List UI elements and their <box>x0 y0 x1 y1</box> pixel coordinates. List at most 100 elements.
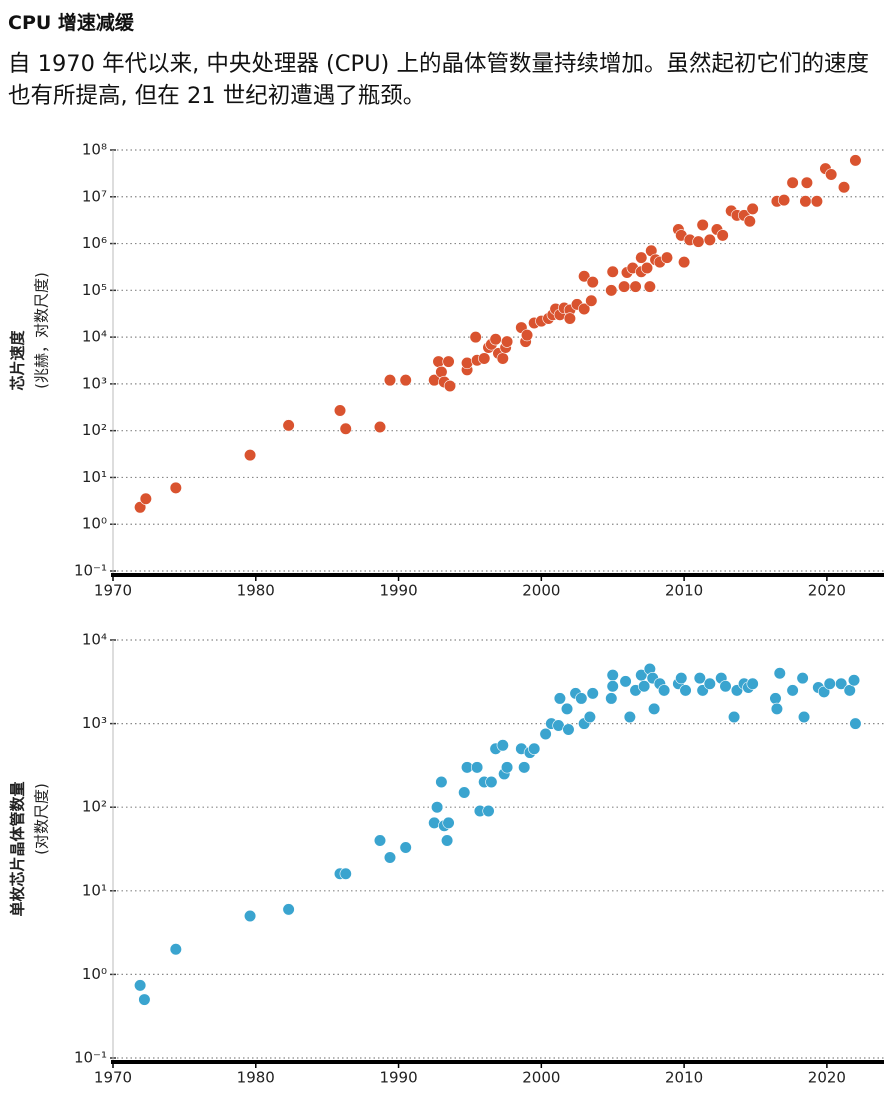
x-tick-label: 2010 <box>665 582 703 600</box>
point <box>578 270 591 283</box>
point <box>383 374 397 387</box>
x-tick-label: 1970 <box>94 582 132 600</box>
point <box>629 280 642 293</box>
point <box>485 775 498 789</box>
point <box>823 677 836 690</box>
y-tick-label: 10¹ <box>82 468 107 486</box>
point <box>442 816 455 829</box>
point <box>835 677 848 690</box>
y-tick-label: 10⁰ <box>82 965 107 983</box>
x-tick-label: 2010 <box>665 1069 703 1087</box>
point <box>399 841 412 854</box>
point <box>799 195 812 208</box>
y-tick-label: 10¹ <box>82 881 107 899</box>
point <box>640 261 654 275</box>
point <box>605 284 618 297</box>
y-tick-label: 10² <box>82 798 107 816</box>
point <box>373 420 387 434</box>
y-axis-note: (兆赫，对数尺度) <box>33 272 51 389</box>
point <box>443 379 457 393</box>
x-tick-label: 1990 <box>379 582 417 600</box>
y-tick-label: 10³ <box>82 374 107 392</box>
point <box>339 867 352 880</box>
title: CPU 增速减缓 <box>8 12 134 34</box>
point <box>777 193 791 207</box>
point <box>635 251 648 264</box>
point <box>496 739 509 752</box>
y-axis-label: 芯片速度 <box>9 330 27 391</box>
point <box>562 723 575 736</box>
x-tick-label: 2000 <box>522 1069 560 1087</box>
point <box>575 692 588 705</box>
point <box>383 851 397 864</box>
y-tick-label: 10² <box>82 421 107 439</box>
point <box>623 710 636 724</box>
point <box>770 702 784 715</box>
point <box>606 265 619 278</box>
point <box>638 680 651 693</box>
point <box>618 280 631 293</box>
point <box>606 669 619 682</box>
point <box>769 692 782 705</box>
point <box>373 834 387 847</box>
y-axis-note: (对数尺度) <box>33 783 51 855</box>
point <box>560 702 574 715</box>
point <box>563 312 576 325</box>
point <box>333 404 347 417</box>
x-tick-label: 2020 <box>808 582 846 600</box>
point <box>606 680 619 693</box>
point <box>578 302 591 316</box>
point <box>243 449 257 462</box>
y-tick-label: 10⁻¹ <box>74 562 107 580</box>
point <box>796 672 809 685</box>
point <box>679 684 692 697</box>
point <box>478 352 491 365</box>
x-tick-label: 1980 <box>237 1069 275 1087</box>
point <box>692 235 705 248</box>
point <box>660 251 674 264</box>
point <box>849 154 862 167</box>
x-tick-label: 1970 <box>94 1069 132 1087</box>
point <box>528 742 541 755</box>
point <box>658 684 671 697</box>
point <box>800 176 814 189</box>
point <box>678 256 691 269</box>
point <box>675 672 688 685</box>
point <box>727 710 741 724</box>
point <box>518 761 531 774</box>
point <box>583 710 596 724</box>
point <box>786 684 799 697</box>
point <box>243 909 257 923</box>
point <box>586 275 599 289</box>
point <box>138 993 151 1006</box>
point <box>847 674 861 687</box>
point <box>643 280 656 293</box>
point <box>339 422 352 435</box>
point <box>743 215 756 228</box>
x-tick-label: 1980 <box>237 582 275 600</box>
point <box>810 195 823 208</box>
point <box>399 374 412 387</box>
y-tick-label: 10⁵ <box>82 281 107 299</box>
y-tick-label: 10³ <box>82 714 107 732</box>
y-tick-label: 10⁶ <box>82 234 107 252</box>
y-tick-label: 10⁴ <box>82 328 107 346</box>
point <box>282 419 295 432</box>
point <box>435 775 448 789</box>
point <box>696 218 709 232</box>
x-tick-label: 2020 <box>808 1069 846 1087</box>
point <box>458 786 471 799</box>
point <box>500 761 514 774</box>
point <box>746 202 759 216</box>
point <box>553 692 566 705</box>
point <box>703 677 716 690</box>
point <box>703 233 716 246</box>
point <box>716 229 729 242</box>
point <box>693 672 706 685</box>
point <box>605 692 618 705</box>
point <box>134 979 147 992</box>
y-axis-label: 单枚芯片晶体管数量 <box>9 781 27 916</box>
point <box>169 481 182 494</box>
point <box>139 492 152 505</box>
